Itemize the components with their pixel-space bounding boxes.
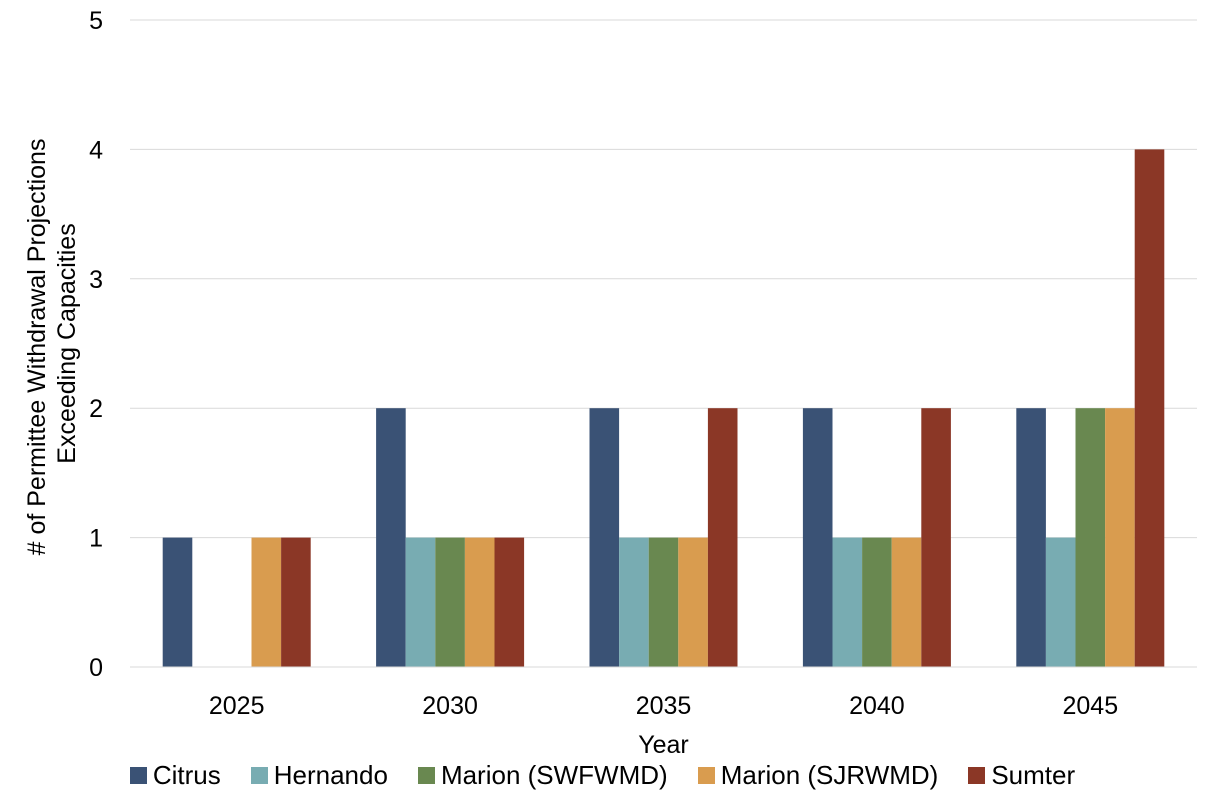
legend-swatch [697,766,715,784]
x-tick-label: 2030 [422,692,478,720]
bar-hernando-2030 [405,537,436,667]
bar-marion-swfwmd-2040 [862,537,892,667]
legend-label: Sumter [991,759,1076,790]
y-tick-label: 4 [89,136,103,164]
legend-swatch [968,766,986,784]
x-tick-label: 2035 [636,692,692,720]
legend-item: Hernando [250,759,388,791]
bar-hernando-2040 [832,537,863,667]
bar-citrus-2035 [589,408,620,667]
legend-item: Marion (SJRWMD) [697,759,939,791]
bar-chart: 0 1 2 3 4 5 2025 2030 2035 2040 2045 Year # of Pe… [23,7,1197,755]
bar-hernando-2045 [1045,537,1076,667]
legend-label: Hernando [273,759,388,790]
x-tick-labels: 2025 2030 2035 2040 2045 [209,692,1118,720]
legend-item: Citrus [129,759,221,791]
bar-marion-sjrwmd-2045 [1105,408,1135,667]
bar-marion-swfwmd-2030 [435,537,465,667]
legend-label: Marion (SJRWMD) [720,759,939,790]
bar-marion-sjrwmd-2035 [678,537,708,667]
legend-item: Marion (SWFWMD) [417,759,668,791]
y-tick-label: 2 [89,395,103,423]
y-tick-label: 5 [89,7,103,35]
y-axis-title-line-1: # of Permittee Withdrawal Projections [23,139,51,556]
bar-marion-swfwmd-2035 [648,537,679,667]
legend-swatch [129,766,147,784]
bars [162,149,1165,667]
x-tick-label: 2040 [849,692,905,720]
x-tick-label: 2025 [209,692,265,720]
legend-item: Sumter [968,760,1075,791]
bar-marion-sjrwmd-2040 [891,537,922,667]
bar-sumter-2040 [921,408,951,667]
bar-sumter-2030 [494,537,525,667]
bar-citrus-2040 [802,408,833,667]
x-tick-label: 2045 [1062,692,1118,720]
bar-hernando-2035 [619,537,649,667]
bar-sumter-2045 [1134,149,1165,667]
bar-citrus-2045 [1016,408,1046,667]
x-axis-title: Year [638,731,689,755]
y-tick-labels: 0 1 2 3 4 5 [89,7,103,682]
y-tick-label: 3 [89,266,103,294]
legend-label: Citrus [152,759,221,790]
bar-sumter-2025 [281,537,311,667]
bar-marion-sjrwmd-2025 [251,537,282,667]
y-tick-label: 1 [89,525,103,553]
bar-citrus-2030 [376,408,406,667]
legend-label: Marion (SWFWMD) [440,759,668,790]
bar-citrus-2025 [162,537,193,667]
legend: Citrus Hernando Marion (SWFWMD) Marion (SJR… [0,755,1205,795]
bar-marion-sjrwmd-2030 [464,537,495,667]
legend-swatch [250,766,268,784]
legend-swatch [417,766,435,784]
bar-sumter-2035 [707,408,738,667]
bar-marion-swfwmd-2045 [1075,408,1106,667]
y-axis-title-line-2: Exceeding Capacities [53,223,81,463]
y-axis-title: # of Permittee Withdrawal Projections Ex… [23,132,81,556]
y-tick-label: 0 [89,654,103,682]
